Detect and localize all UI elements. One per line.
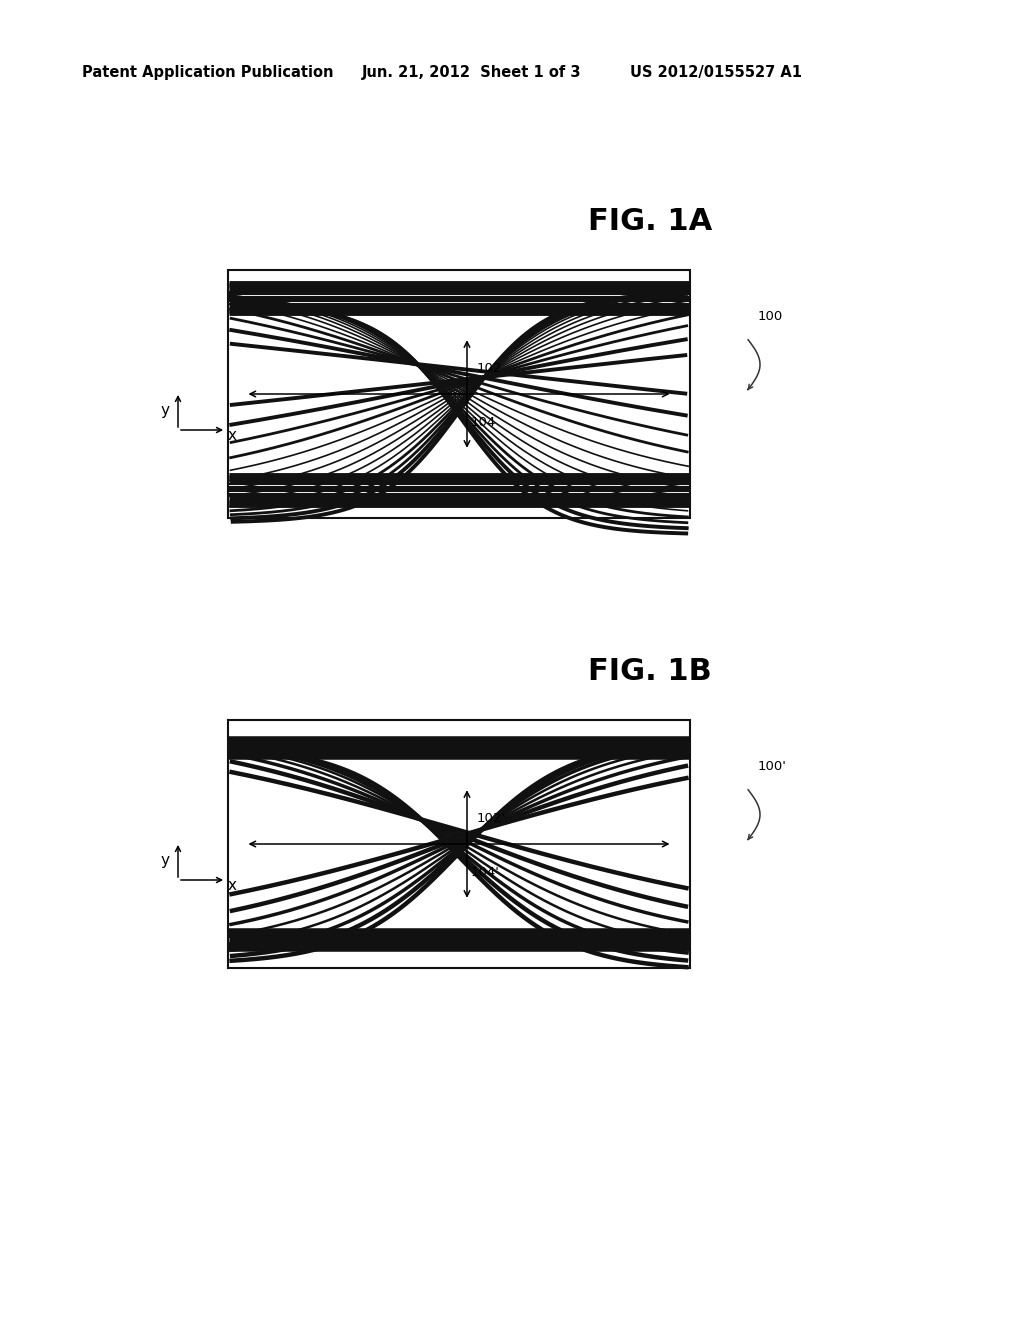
Text: FIG. 1B: FIG. 1B: [588, 657, 712, 686]
Text: 104': 104': [471, 866, 500, 879]
Text: x: x: [227, 428, 237, 442]
Text: Jun. 21, 2012  Sheet 1 of 3: Jun. 21, 2012 Sheet 1 of 3: [362, 65, 582, 79]
Text: 104: 104: [471, 416, 497, 429]
Text: 102': 102': [477, 812, 506, 825]
Text: FIG. 1A: FIG. 1A: [588, 207, 712, 236]
Text: 100: 100: [758, 310, 783, 323]
Text: US 2012/0155527 A1: US 2012/0155527 A1: [630, 65, 802, 79]
Bar: [228, 719, 690, 968]
Text: 102: 102: [477, 362, 503, 375]
Text: Patent Application Publication: Patent Application Publication: [82, 65, 334, 79]
Bar: [228, 271, 690, 517]
Text: y: y: [161, 403, 170, 417]
Text: x: x: [227, 878, 237, 892]
Text: y: y: [161, 853, 170, 867]
Text: 100': 100': [758, 760, 786, 774]
